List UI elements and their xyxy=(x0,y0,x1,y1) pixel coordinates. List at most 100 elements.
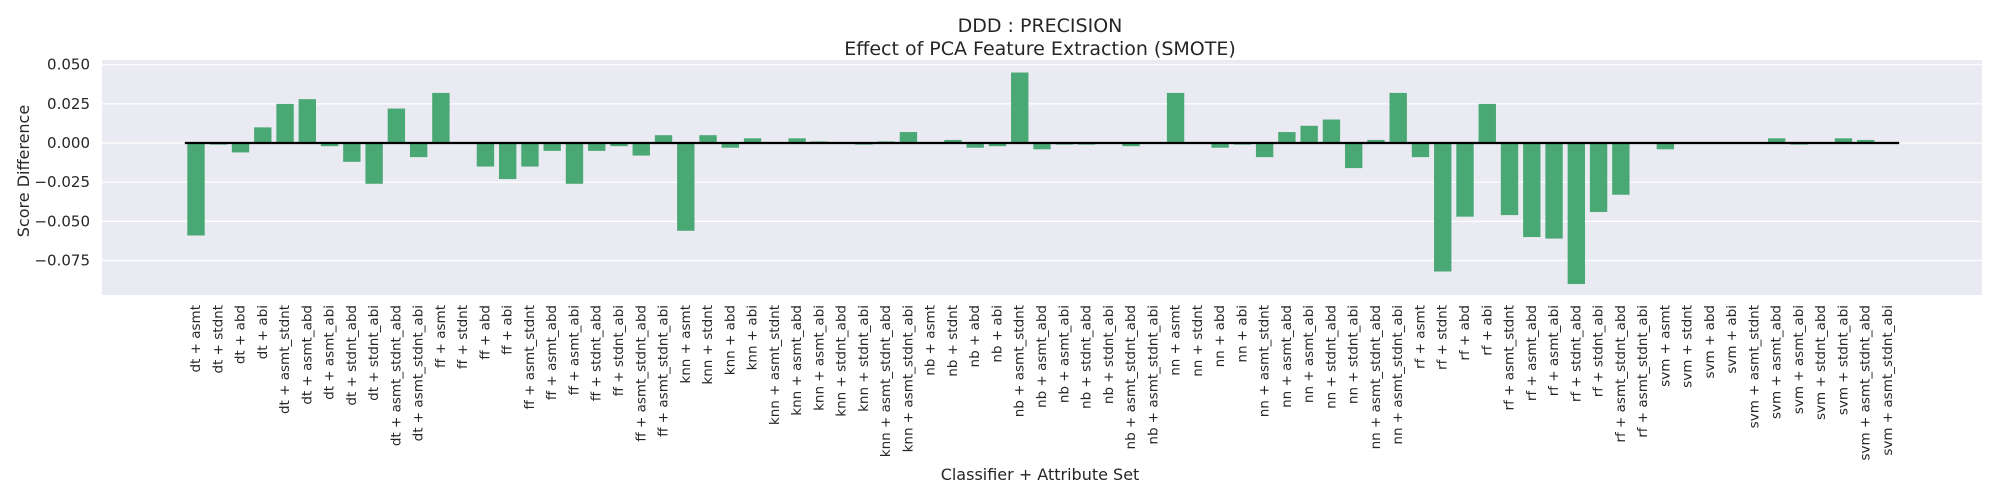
x-tick-label: knn + abi xyxy=(745,305,761,370)
x-tick-label: dt + stdnt xyxy=(210,305,226,374)
x-tick-label: nn + asmt_stdnt xyxy=(1257,305,1273,417)
bar xyxy=(654,135,673,144)
x-tick-label: nb + stdnt_abd xyxy=(1079,305,1095,409)
x-tick-label: nn + stdnt xyxy=(1190,305,1206,377)
x-tick-label: rf + stdnt_abd xyxy=(1568,305,1584,402)
x-tick-label: svm + abd xyxy=(1702,305,1718,378)
x-tick-label: nn + abd xyxy=(1212,305,1228,367)
x-tick-label: ff + asmt_stdnt xyxy=(522,305,538,409)
bar xyxy=(1857,139,1875,144)
bar xyxy=(1345,143,1363,169)
bar xyxy=(899,132,918,144)
x-tick-label: nb + asmt_stdnt_abd xyxy=(1123,305,1139,449)
x-tick-label: rf + asmt_abd xyxy=(1524,305,1540,401)
x-tick-label: rf + asmt_abi xyxy=(1546,305,1562,396)
bar xyxy=(1011,72,1029,144)
bar xyxy=(1834,138,1853,144)
bar xyxy=(1456,143,1474,217)
x-tick-label: svm + stdnt_abd xyxy=(1813,305,1829,420)
bar xyxy=(1612,143,1630,195)
x-tick-label: knn + stdnt_abd xyxy=(834,305,850,417)
bar xyxy=(721,143,739,148)
x-tick-label: rf + asmt_stdnt_abi xyxy=(1635,305,1651,438)
x-tick-label: dt + abd xyxy=(233,305,249,364)
bar xyxy=(1411,143,1430,158)
x-tick-label: rf + asmt_stdnt_abd xyxy=(1613,305,1629,443)
x-tick-label: svm + asmt_abd xyxy=(1769,305,1785,419)
x-tick-label: svm + stdnt xyxy=(1680,305,1696,388)
x-tick-label: nn + asmt_abi xyxy=(1301,305,1317,403)
x-tick-label: ff + asmt_abi xyxy=(566,305,582,395)
bar xyxy=(1567,143,1585,285)
x-tick-label: knn + asmt_stdnt_abi xyxy=(900,305,916,452)
x-axis-label: Classifier + Attribute Set xyxy=(941,465,1140,484)
x-tick-label: rf + abi xyxy=(1479,305,1495,356)
y-tick-label: 0.000 xyxy=(47,134,90,152)
bar xyxy=(788,138,806,144)
chart-title: DDD : PRECISION xyxy=(958,15,1123,37)
x-tick-label: nb + stdnt_abi xyxy=(1101,305,1117,404)
bar xyxy=(1033,143,1051,150)
bar xyxy=(944,139,962,144)
x-tick-label: svm + asmt xyxy=(1657,305,1673,387)
x-tick-label: rf + abd xyxy=(1457,305,1473,361)
bar xyxy=(343,143,361,162)
x-tick-label: ff + asmt xyxy=(433,305,449,368)
x-tick-label: ff + stdnt xyxy=(455,305,471,369)
bar xyxy=(1656,143,1675,150)
x-tick-label: nb + asmt xyxy=(923,305,939,376)
x-tick-label: dt + asmt_stdnt_abi xyxy=(411,305,427,441)
bar xyxy=(743,138,762,144)
x-tick-label: knn + asmt_abd xyxy=(789,305,805,416)
x-tick-label: dt + stdnt_abi xyxy=(366,305,382,401)
x-tick-label: rf + stdnt xyxy=(1435,305,1451,370)
bar xyxy=(365,143,383,184)
bar xyxy=(632,143,650,156)
y-axis-ticks: 0.050 0.025 0.000 −0.025 −0.050 −0.075 xyxy=(34,56,90,270)
x-tick-label: nb + asmt_stdnt_abi xyxy=(1145,305,1161,445)
x-tick-label: nn + asmt_abd xyxy=(1279,305,1295,408)
bar xyxy=(409,143,428,158)
x-tick-label: knn + asmt xyxy=(678,305,694,384)
x-tick-label: ff + asmt_stdnt_abi xyxy=(656,305,672,437)
x-tick-label: svm + asmt_stdnt_abi xyxy=(1880,305,1896,456)
x-tick-label: rf + asmt xyxy=(1412,305,1428,369)
bar xyxy=(1589,143,1608,212)
bar xyxy=(1166,92,1185,144)
x-tick-label: ff + abi xyxy=(500,305,516,355)
x-tick-label: dt + asmt_stdnt_abd xyxy=(388,305,404,446)
x-tick-label: dt + asmt_stdnt xyxy=(277,305,293,414)
y-tick-label: 0.025 xyxy=(47,95,90,113)
x-tick-label: dt + abi xyxy=(255,305,271,359)
bar xyxy=(1389,92,1407,144)
bar xyxy=(1367,139,1385,144)
x-tick-label: nn + stdnt_abd xyxy=(1323,305,1339,409)
plot-area xyxy=(102,60,1982,295)
x-tick-label: rf + stdnt_abi xyxy=(1591,305,1607,397)
bar xyxy=(320,143,339,147)
x-tick-label: ff + stdnt_abd xyxy=(589,305,605,401)
bars xyxy=(187,72,1875,285)
x-tick-label: nb + abd xyxy=(967,305,983,367)
bar xyxy=(1278,132,1296,144)
y-tick-label: −0.025 xyxy=(34,173,90,191)
x-tick-label: dt + asmt xyxy=(188,305,204,373)
x-tick-label: knn + stdnt_abi xyxy=(856,305,872,412)
bar xyxy=(254,127,272,144)
bar xyxy=(476,143,495,167)
bar xyxy=(1768,138,1786,144)
bar xyxy=(543,143,561,151)
bar xyxy=(231,143,250,153)
x-tick-label: nn + asmt_stdnt_abi xyxy=(1390,305,1406,445)
bar xyxy=(610,143,628,147)
bar xyxy=(677,143,695,231)
y-tick-label: 0.050 xyxy=(47,56,90,74)
bar xyxy=(276,103,294,144)
bar xyxy=(588,143,606,151)
bar xyxy=(1545,143,1563,239)
bar xyxy=(298,99,316,144)
x-tick-label: nn + asmt_stdnt_abd xyxy=(1368,305,1384,449)
bar xyxy=(1300,125,1318,144)
x-tick-label: svm + asmt_stdnt xyxy=(1746,305,1762,428)
